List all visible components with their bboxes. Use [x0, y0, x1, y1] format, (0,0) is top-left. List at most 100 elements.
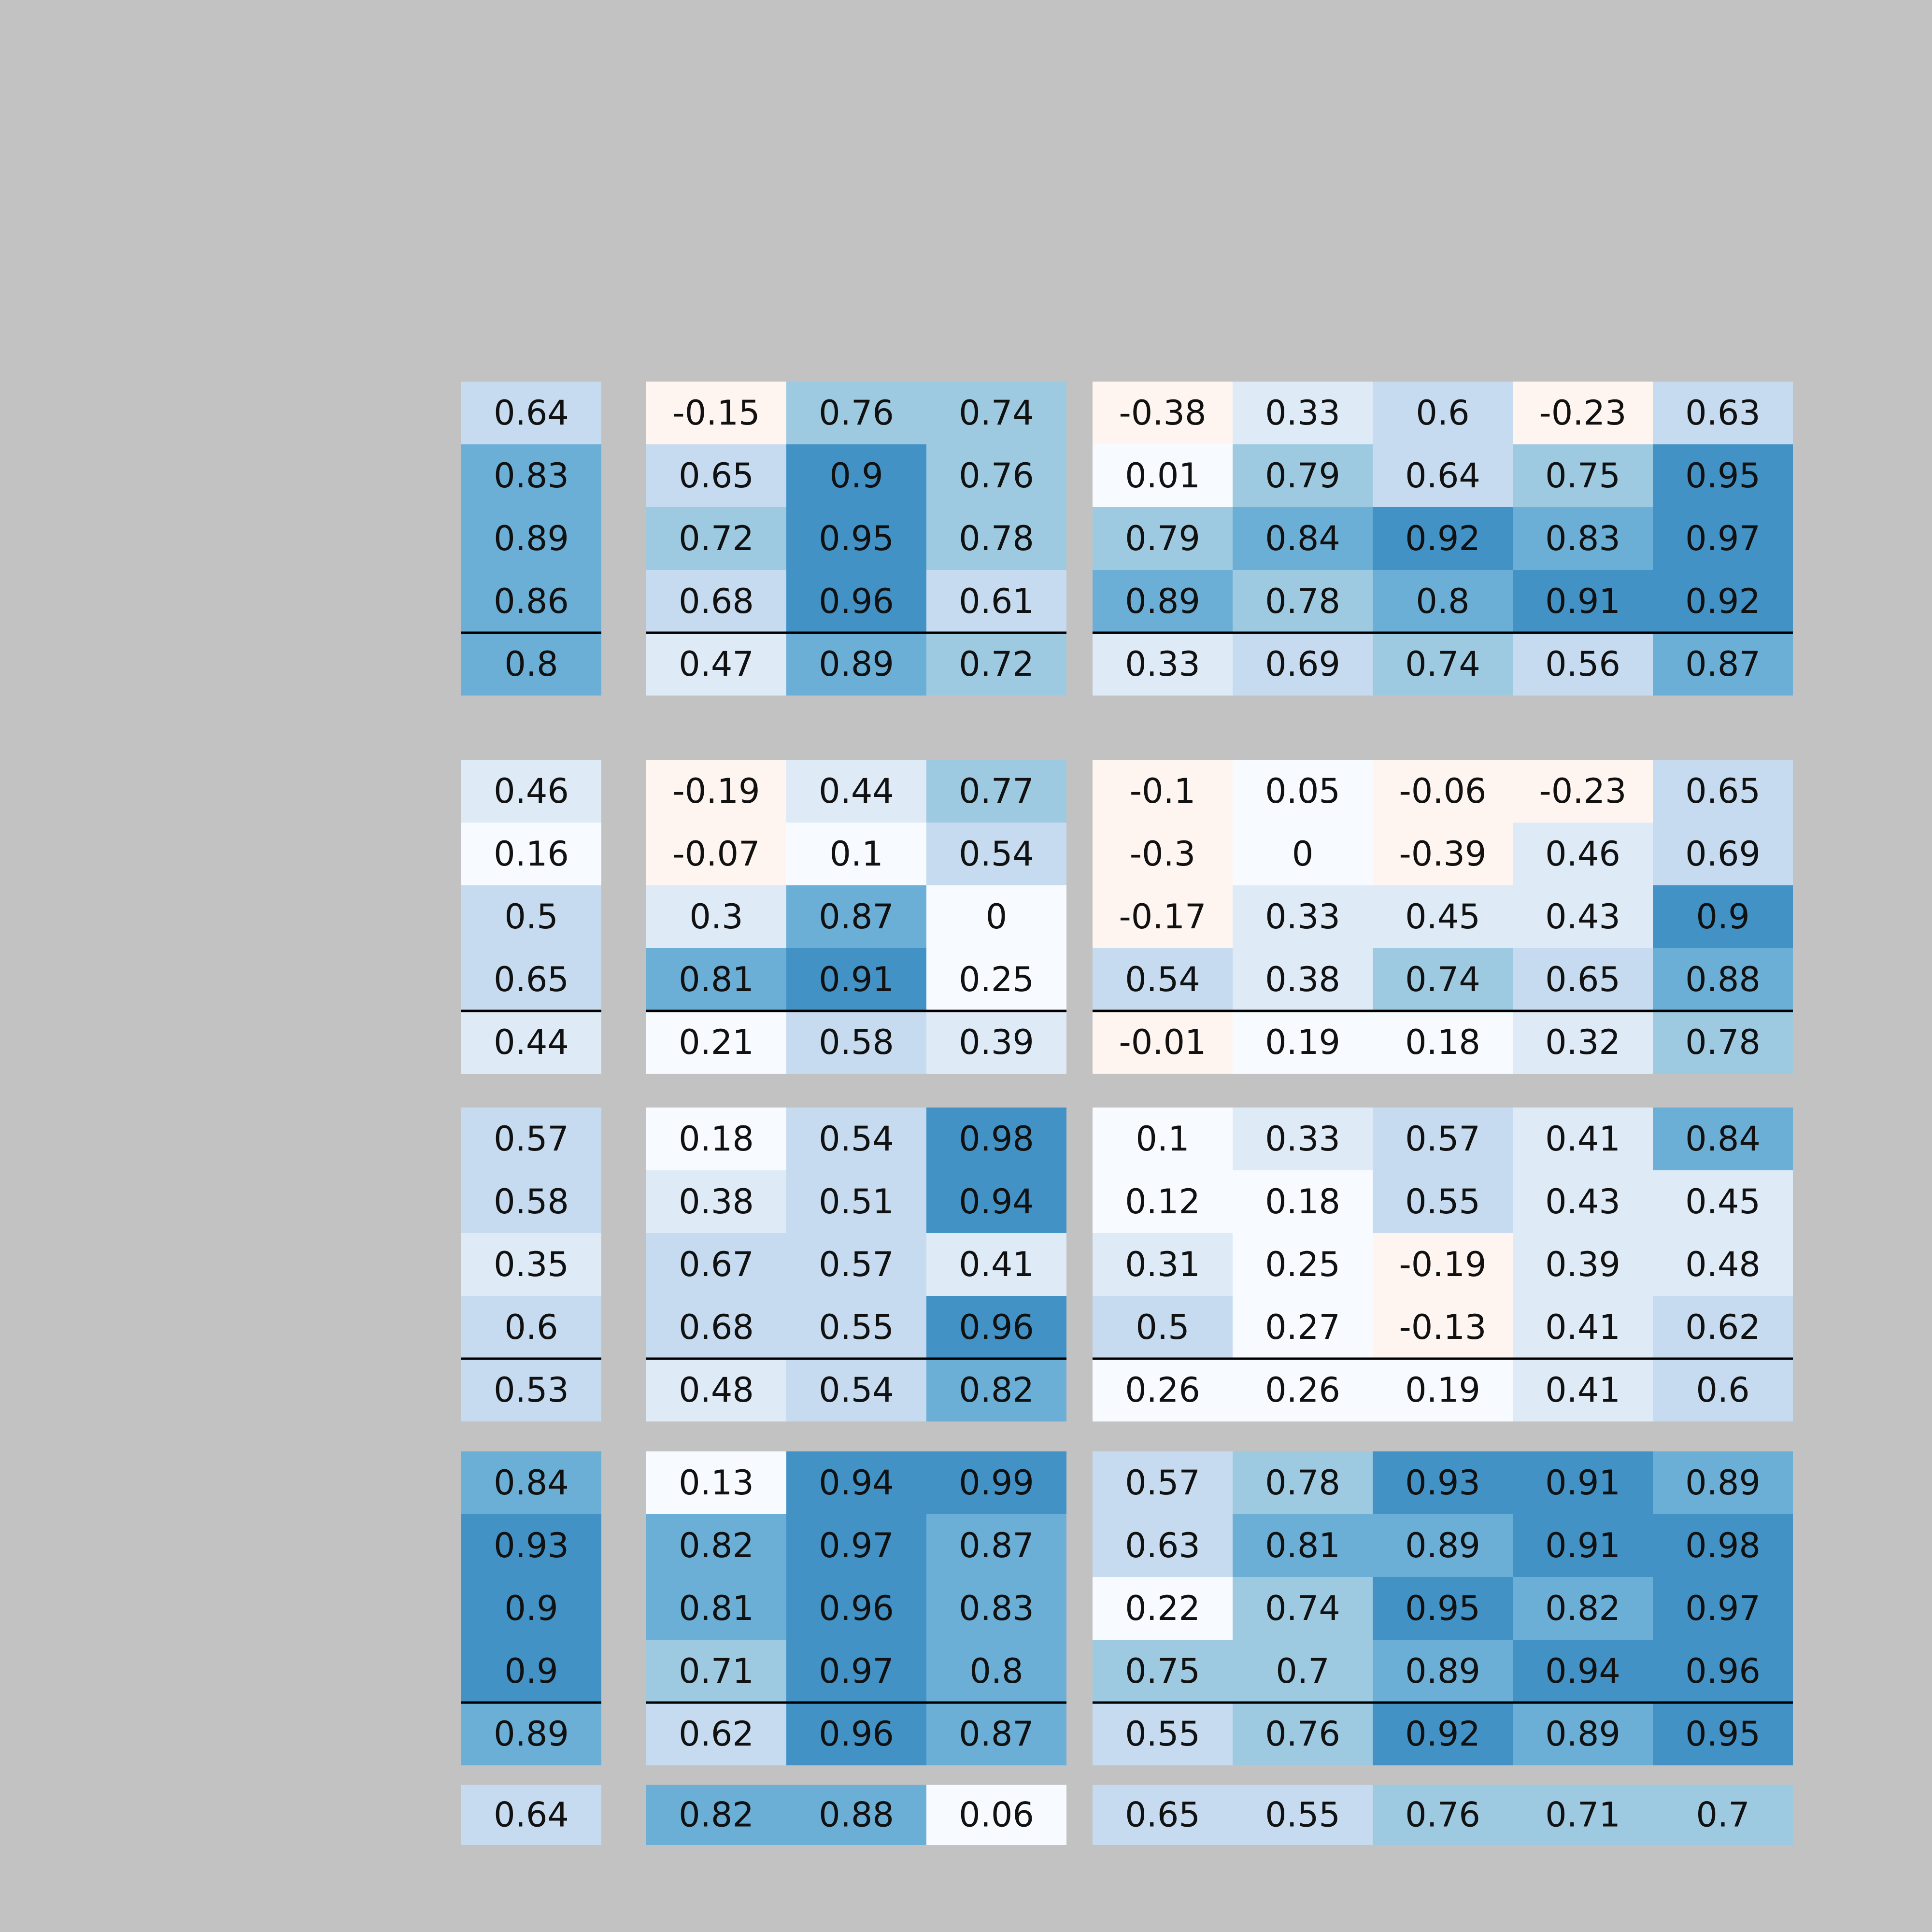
block2-row2-g3-c1-cell: [1093, 823, 1233, 885]
block2-row4-g3-c3-cell: [1373, 948, 1513, 1011]
block3-summary-g3-c4-label: 0.41: [1545, 1370, 1620, 1410]
block1-row1-g3-c3-label: 0.6: [1416, 393, 1469, 433]
block2-summary-g1-c1-cell: [461, 1011, 601, 1074]
block1-row1-g2-c2-label: 0.76: [819, 393, 894, 433]
block4-row3-g3-c1-cell: [1093, 1577, 1233, 1640]
block3-row3-g2-c2-cell: [786, 1233, 926, 1296]
block3-row4-g3-c4-label: 0.41: [1545, 1307, 1620, 1347]
block4-summary-g3-c4-cell: [1513, 1703, 1653, 1765]
block1-row4-g2-c2-label: 0.96: [819, 582, 894, 621]
block3-row2-g1-c1-cell: [461, 1170, 601, 1233]
block4-row1-g3-c3-cell: [1373, 1451, 1513, 1514]
block2-row3-g3-c5-cell: [1653, 885, 1793, 948]
block3-row1-g3-c3-cell: [1373, 1108, 1513, 1170]
block1-row1-g3-c4-label: -0.23: [1539, 393, 1626, 433]
block2-row2-g1-c1-label: 0.16: [494, 834, 569, 874]
block2-row3-g3-c3-label: 0.45: [1405, 897, 1480, 937]
block2-row3-g1-c1-cell: [461, 885, 601, 948]
block1-summary-g3-c4-cell: [1513, 633, 1653, 696]
block2-row1-g2-c1-label: -0.19: [672, 771, 760, 811]
overall-row-g3-c4-cell: [1513, 1785, 1653, 1845]
block1-row3-g2-c3-label: 0.78: [959, 519, 1034, 558]
block3-row3-g1-c1-cell: [461, 1233, 601, 1296]
block4-row4-g3-c3-cell: [1373, 1640, 1513, 1703]
block3-row3-g3-c2-cell: [1233, 1233, 1373, 1296]
block4-row3-g2-c3-label: 0.83: [959, 1589, 1034, 1628]
block1-row1-g3-c2-label: 0.33: [1265, 393, 1340, 433]
block1-summary-g2-c2-label: 0.89: [819, 644, 894, 684]
overall-row-g3-c3-label: 0.76: [1405, 1795, 1480, 1835]
block4-row4-g3-c2-cell: [1233, 1640, 1373, 1703]
block3-row2-g3-c1-cell: [1093, 1170, 1233, 1233]
block3-row4-g3-c2-cell: [1233, 1296, 1373, 1359]
block4-summary-g2-c3-cell: [926, 1703, 1066, 1765]
block4-summary-g2-c2-cell: [786, 1703, 926, 1765]
block3-row2-g3-c5-label: 0.45: [1685, 1182, 1761, 1222]
block2-row2-g2-c3-label: 0.54: [959, 834, 1034, 874]
block3-summary-g3-c2-label: 0.26: [1265, 1370, 1340, 1410]
block2-row1-g3-c1-cell: [1093, 760, 1233, 823]
block3-row1-g3-c5-cell: [1653, 1108, 1793, 1170]
block1-row2-g1-c1-cell: [461, 444, 601, 507]
block4-row1-g2-c2-label: 0.94: [819, 1463, 894, 1503]
block3-row1-g3-c1-cell: [1093, 1108, 1233, 1170]
block3-row4-g2-c3-label: 0.96: [959, 1307, 1034, 1347]
block1-row2-g3-c2-cell: [1233, 444, 1373, 507]
block3-row4-g3-c3-cell: [1373, 1296, 1513, 1359]
block1-row1-g2-c2-cell: [786, 382, 926, 444]
block3-row2-g2-c2-label: 0.51: [819, 1182, 894, 1222]
block1-summary-g3-c1-cell: [1093, 633, 1233, 696]
block4-row1-g3-c1-cell: [1093, 1451, 1233, 1514]
block2-row1-g2-c1-cell: [646, 760, 786, 823]
block3-row2-g3-c2-label: 0.18: [1265, 1182, 1340, 1222]
block1-row4-g3-c3-label: 0.8: [1416, 582, 1469, 621]
block4-row2-g1-c1-cell: [461, 1514, 601, 1577]
block1-row3-g2-c2-label: 0.95: [819, 519, 894, 558]
block3-row3-g3-c5-label: 0.48: [1685, 1245, 1761, 1284]
block3-summary-g3-c5-label: 0.6: [1696, 1370, 1749, 1410]
block4-row2-g3-c2-cell: [1233, 1514, 1373, 1577]
block2-summary-g2-c3-label: 0.39: [959, 1023, 1034, 1062]
block4-row4-g3-c4-label: 0.94: [1545, 1651, 1620, 1691]
block1-row1-g3-c1-label: -0.38: [1119, 393, 1206, 433]
block4-row2-g3-c1-cell: [1093, 1514, 1233, 1577]
block3-row3-g3-c3-label: -0.19: [1399, 1245, 1486, 1284]
block4-row4-g3-c2-label: 0.7: [1276, 1651, 1329, 1691]
block3-row2-g3-c1-label: 0.12: [1125, 1182, 1200, 1222]
overall-row-g2-c3-label: 0.06: [959, 1795, 1034, 1835]
block2-row4-g2-c1-cell: [646, 948, 786, 1011]
block2-row3-g2-c1-label: 0.3: [689, 897, 743, 937]
block3-row2-g2-c3-cell: [926, 1170, 1066, 1233]
block4-row4-g3-c4-cell: [1513, 1640, 1653, 1703]
overall-row-g2-c3-cell: [926, 1785, 1066, 1845]
block4-summary-g3-c2-cell: [1233, 1703, 1373, 1765]
block3-row3-g3-c4-cell: [1513, 1233, 1653, 1296]
block3-row2-g3-c4-label: 0.43: [1545, 1182, 1620, 1222]
block4-row1-g1-c1-cell: [461, 1451, 601, 1514]
block4-row3-g2-c1-cell: [646, 1577, 786, 1640]
block3-row1-g1-c1-cell: [461, 1108, 601, 1170]
block3-row4-g3-c5-cell: [1653, 1296, 1793, 1359]
block2-row4-g3-c2-cell: [1233, 948, 1373, 1011]
block4-summary-g3-c3-label: 0.92: [1405, 1714, 1480, 1754]
block1-row4-g3-c2-label: 0.78: [1265, 582, 1340, 621]
block4-summary-g1-c1-cell: [461, 1703, 601, 1765]
block2-summary-g2-c1-cell: [646, 1011, 786, 1074]
block1-row4-g3-c1-label: 0.89: [1125, 582, 1200, 621]
block1-row2-g2-c2-label: 0.9: [829, 456, 883, 496]
block1-row4-g3-c1-cell: [1093, 570, 1233, 633]
block4-row2-g1-c1-label: 0.93: [494, 1526, 569, 1565]
block1-row4-g2-c3-cell: [926, 570, 1066, 633]
block4-row3-g2-c3-cell: [926, 1577, 1066, 1640]
block2-row1-g3-c3-label: -0.06: [1399, 771, 1486, 811]
block2-row2-g3-c1-label: -0.3: [1130, 834, 1196, 874]
block3-row4-g3-c3-label: -0.13: [1399, 1307, 1486, 1347]
block3-row2-g2-c2-cell: [786, 1170, 926, 1233]
block1-row4-g2-c3-label: 0.61: [959, 582, 1034, 621]
block1-row2-g2-c3-label: 0.76: [959, 456, 1034, 496]
block1-summary-g3-c1-label: 0.33: [1125, 644, 1200, 684]
block2-row2-g2-c3-cell: [926, 823, 1066, 885]
block1-row3-g3-c4-cell: [1513, 507, 1653, 570]
block3-summary-g2-c2-cell: [786, 1359, 926, 1421]
block3-row4-g2-c2-cell: [786, 1296, 926, 1359]
